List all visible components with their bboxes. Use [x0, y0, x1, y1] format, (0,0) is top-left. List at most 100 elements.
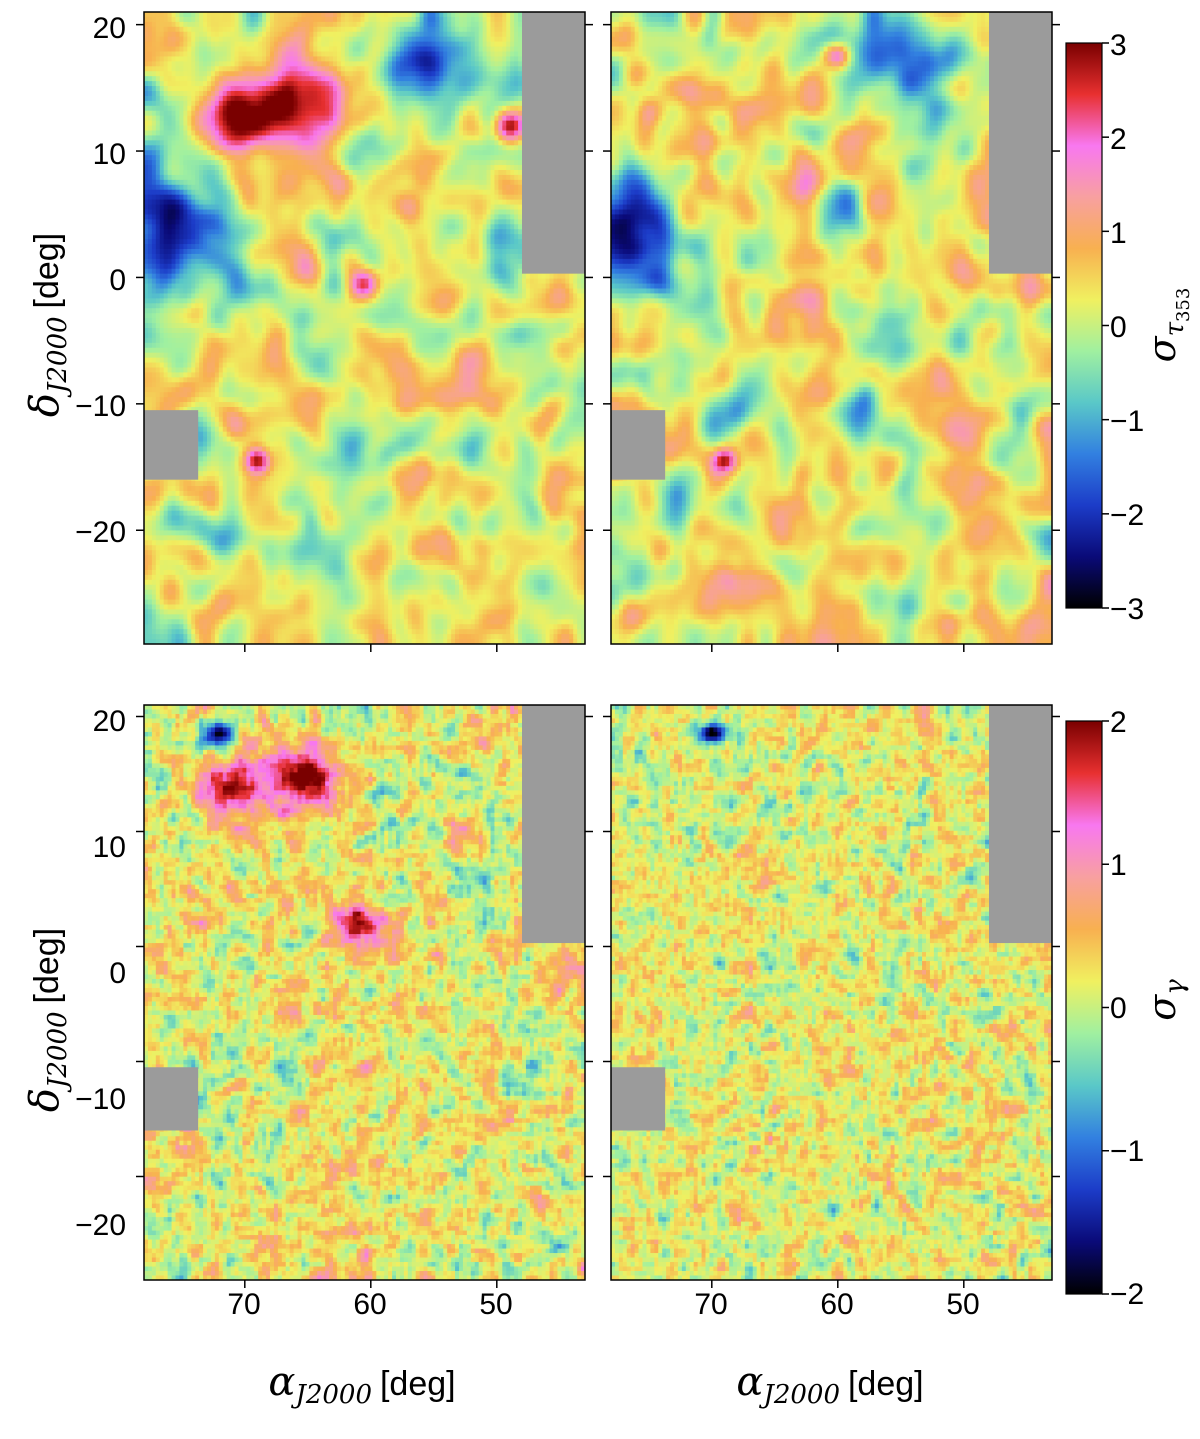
- heatmap-cell: [321, 21, 326, 28]
- heatmap-cell: [226, 31, 232, 38]
- heatmap-cell: [147, 16, 153, 23]
- heatmap-cell: [147, 184, 153, 191]
- heatmap-cell: [262, 179, 267, 186]
- heatmap-cell: [250, 199, 255, 206]
- heatmap-cell: [470, 100, 476, 107]
- heatmap-cell: [191, 105, 196, 112]
- heatmap-cell: [325, 155, 330, 161]
- heatmap-cell: [281, 120, 287, 127]
- heatmap-cell: [510, 71, 515, 77]
- heatmap-cell: [270, 130, 275, 137]
- heatmap-cell: [218, 12, 224, 18]
- heatmap-cell: [506, 120, 511, 127]
- heatmap-cell: [183, 189, 188, 196]
- heatmap-cell: [277, 31, 283, 38]
- heatmap-cell: [167, 214, 173, 220]
- heatmap-cell: [466, 194, 472, 201]
- heatmap-cell: [144, 12, 149, 18]
- heatmap-cell: [289, 150, 295, 156]
- heatmap-cell: [462, 214, 468, 220]
- heatmap-cell: [482, 66, 488, 72]
- heatmap-cell: [254, 189, 259, 196]
- heatmap-cell: [372, 51, 377, 58]
- heatmap-cell: [218, 199, 224, 206]
- heatmap-cell: [246, 160, 251, 166]
- heatmap-cell: [183, 66, 188, 72]
- heatmap-cell: [226, 76, 232, 82]
- heatmap-cell: [321, 95, 326, 102]
- heatmap-cell: [199, 31, 204, 38]
- heatmap-cell: [301, 115, 307, 122]
- heatmap-cell: [502, 51, 507, 58]
- heatmap-cell: [384, 91, 389, 97]
- heatmap-cell: [297, 95, 303, 102]
- heatmap-cell: [336, 219, 342, 225]
- heatmap-cell: [258, 100, 263, 107]
- heatmap-cell: [199, 140, 204, 146]
- heatmap-cell: [486, 105, 492, 112]
- heatmap-cell: [195, 31, 200, 38]
- heatmap-cell: [514, 61, 519, 67]
- heatmap-cell: [474, 81, 480, 87]
- heatmap-cell: [431, 56, 436, 62]
- heatmap-cell: [159, 219, 165, 225]
- heatmap-cell: [167, 130, 173, 137]
- heatmap-cell: [262, 105, 267, 112]
- heatmap-cell: [506, 194, 511, 201]
- heatmap-cell: [462, 91, 468, 97]
- heatmap-cell: [502, 155, 507, 161]
- heatmap-cell: [218, 130, 224, 137]
- heatmap-cell: [372, 120, 377, 127]
- heatmap-cell: [459, 174, 464, 181]
- heatmap-cell: [163, 95, 169, 102]
- heatmap-cell: [325, 170, 330, 176]
- heatmap-cell: [305, 174, 310, 181]
- heatmap-cell: [486, 174, 492, 181]
- heatmap-cell: [262, 174, 267, 181]
- heatmap-cell: [175, 51, 181, 58]
- heatmap-cell: [494, 91, 499, 97]
- heatmap-cell: [364, 115, 370, 122]
- heatmap-cell: [218, 179, 224, 186]
- heatmap-cell: [435, 224, 440, 230]
- heatmap-cell: [360, 120, 366, 127]
- heatmap-cell: [455, 184, 460, 191]
- heatmap-cell: [254, 115, 259, 122]
- heatmap-cell: [277, 46, 283, 53]
- heatmap-cell: [364, 209, 370, 216]
- heatmap-cell: [281, 41, 287, 48]
- heatmap-cell: [203, 150, 208, 156]
- heatmap-cell: [348, 199, 354, 206]
- heatmap-cell: [226, 61, 232, 67]
- heatmap-cell: [447, 145, 452, 151]
- heatmap-cell: [360, 140, 366, 146]
- heatmap-cell: [348, 145, 354, 151]
- heatmap-cell: [415, 135, 421, 141]
- heatmap-cell: [242, 120, 247, 127]
- heatmap-cell: [490, 26, 496, 33]
- heatmap-cell: [364, 199, 370, 206]
- heatmap-cell: [482, 184, 488, 191]
- heatmap-cell: [203, 209, 208, 216]
- heatmap-cell: [226, 21, 232, 28]
- heatmap-cell: [482, 209, 488, 216]
- heatmap-cell: [230, 155, 236, 161]
- heatmap-cell: [321, 214, 326, 220]
- heatmap-cell: [270, 165, 275, 171]
- heatmap-cell: [466, 46, 472, 53]
- heatmap-cell: [392, 115, 397, 122]
- heatmap-cell: [506, 150, 511, 156]
- heatmap-cell: [396, 71, 401, 77]
- heatmap-cell: [273, 21, 279, 28]
- heatmap-cell: [191, 130, 196, 137]
- heatmap-cell: [163, 145, 169, 151]
- heatmap-cell: [151, 155, 157, 161]
- heatmap-cell: [277, 214, 283, 220]
- heatmap-cell: [163, 140, 169, 146]
- heatmap-cell: [222, 26, 228, 33]
- heatmap-cell: [305, 66, 310, 72]
- heatmap-cell: [368, 184, 373, 191]
- heatmap-cell: [340, 214, 346, 220]
- heatmap-cell: [329, 21, 334, 28]
- heatmap-cell: [258, 51, 263, 58]
